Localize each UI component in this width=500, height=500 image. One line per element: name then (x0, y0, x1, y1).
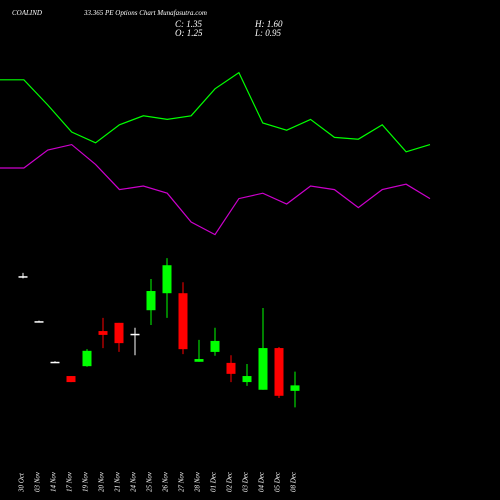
candle-body (226, 362, 236, 374)
candle-body (290, 385, 300, 391)
candle-body (82, 350, 92, 367)
x-tick-label: 19 Nov (82, 471, 90, 492)
candle-body (274, 348, 284, 396)
candle-body (98, 331, 108, 335)
line-series (0, 71, 431, 153)
x-tick-label: 03 Dec (242, 471, 250, 492)
x-tick-label: 03 Nov (34, 471, 42, 492)
open-label: O: 1.25 (175, 28, 203, 38)
candle-body (162, 265, 172, 294)
candle-body (146, 291, 156, 311)
x-tick-label: 21 Nov (114, 471, 122, 492)
x-tick-label: 02 Dec (226, 471, 234, 492)
x-tick-label: 30 Oct (18, 472, 26, 493)
candle-body (178, 293, 188, 350)
x-tick-label: 25 Nov (146, 471, 154, 492)
candle-body (210, 340, 220, 352)
candle-body (18, 276, 28, 278)
close-label: C: 1.35 (175, 19, 203, 29)
x-tick-label: 17 Nov (66, 471, 74, 492)
x-tick-label: 28 Nov (194, 471, 202, 492)
x-tick-label: 14 Nov (50, 471, 58, 492)
x-tick-label: 08 Dec (290, 471, 298, 492)
x-tick-label: 01 Dec (210, 471, 218, 492)
candle-body (194, 359, 204, 362)
candle-body (50, 361, 60, 364)
candle-body (34, 321, 44, 323)
x-tick-label: 04 Dec (258, 471, 266, 492)
candle-body (114, 322, 124, 344)
candle-body (242, 376, 252, 383)
x-tick-label: 05 Dec (274, 471, 282, 492)
chart-title: COALIND (12, 9, 42, 17)
low-label: L: 0.95 (254, 28, 282, 38)
candle-body (130, 333, 140, 336)
candle-body (66, 376, 76, 383)
x-tick-label: 20 Nov (98, 471, 106, 492)
line-series (0, 143, 431, 236)
x-tick-label: 26 Nov (162, 471, 170, 492)
candle-body (258, 348, 268, 390)
x-tick-label: 24 Nov (130, 471, 138, 492)
high-label: H: 1.60 (254, 19, 283, 29)
chart-subtitle: 33.365 PE Options Chart Munafasutra.com (83, 9, 207, 17)
x-tick-label: 27 Nov (178, 471, 186, 492)
